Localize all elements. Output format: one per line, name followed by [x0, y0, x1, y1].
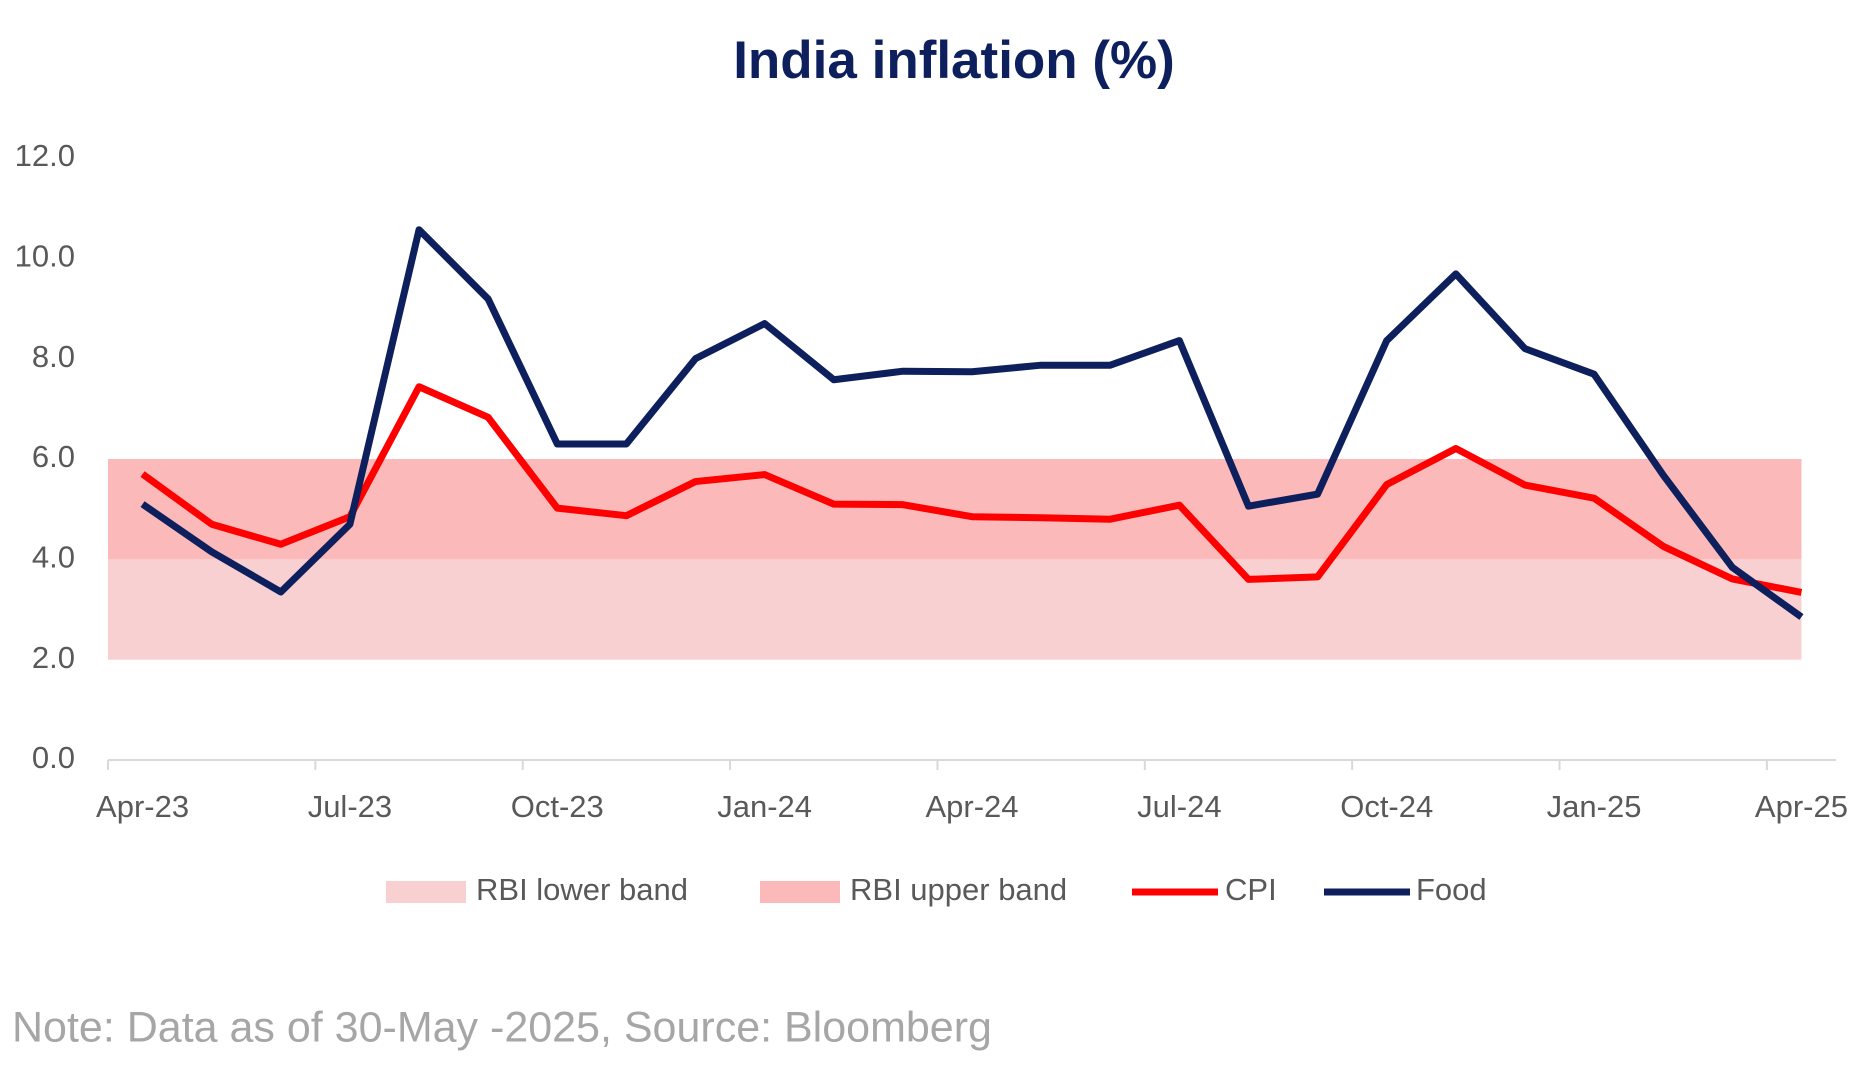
series-line	[140, 383, 1803, 596]
y-tick-label: 2.0	[32, 640, 75, 675]
band	[108, 459, 1802, 560]
legend-label: RBI lower band	[476, 872, 688, 907]
y-tick-label: 0.0	[32, 740, 75, 775]
x-tick-label: Apr-23	[96, 789, 189, 824]
x-tick-label: Oct-24	[1340, 789, 1433, 824]
y-tick-label: 4.0	[32, 540, 75, 575]
series-line	[140, 226, 1804, 620]
legend-swatch	[386, 881, 466, 903]
y-tick-label: 12.0	[15, 138, 75, 173]
x-tick-label: Oct-23	[511, 789, 604, 824]
chart-title: India inflation (%)	[733, 31, 1175, 90]
legend-label: RBI upper band	[850, 872, 1067, 907]
y-tick-label: 8.0	[32, 339, 75, 374]
legend-label: Food	[1416, 872, 1487, 907]
x-tick-label: Jul-23	[308, 789, 392, 824]
x-tick-label: Jan-25	[1547, 789, 1642, 824]
legend-label: CPI	[1225, 872, 1277, 907]
band	[108, 559, 1802, 660]
legend-swatch	[760, 881, 840, 903]
y-tick-label: 6.0	[32, 439, 75, 474]
y-tick-label: 10.0	[15, 239, 75, 274]
x-tick-label: Apr-24	[925, 789, 1018, 824]
x-tick-label: Jul-24	[1137, 789, 1221, 824]
x-tick-label: Apr-25	[1755, 789, 1848, 824]
x-tick-label: Jan-24	[717, 789, 812, 824]
note: Note: Data as of 30-May -2025, Source: B…	[12, 1003, 992, 1051]
